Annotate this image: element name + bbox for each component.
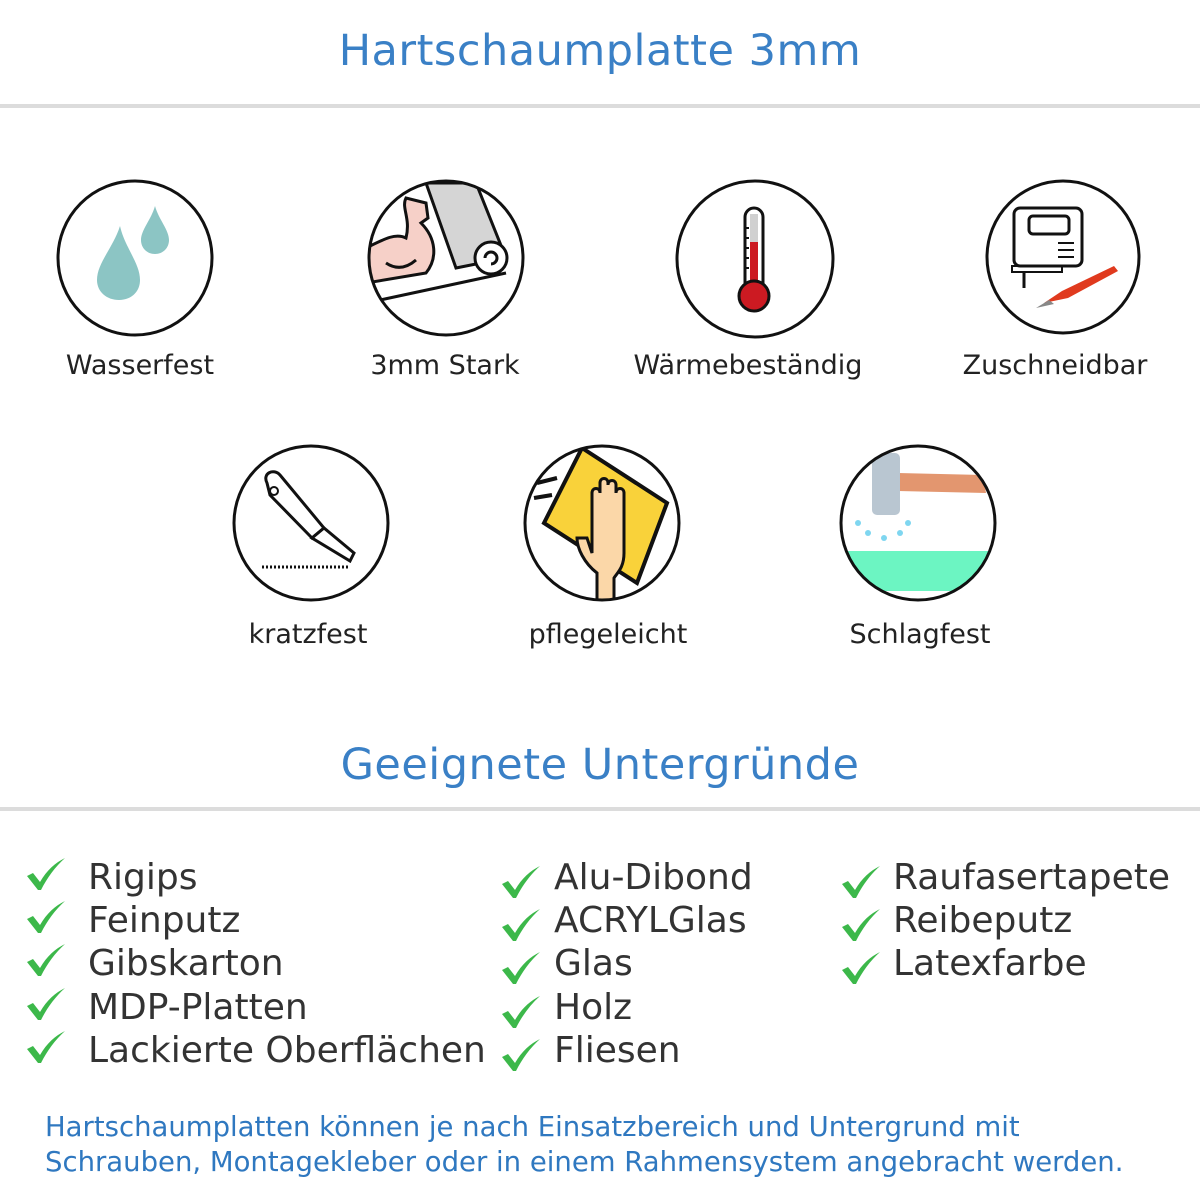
check-icon: [27, 944, 65, 976]
surface-item: Alu-Dibond: [554, 857, 753, 898]
check-icon: [502, 996, 540, 1028]
surface-item: Raufasertapete: [893, 857, 1170, 898]
check-icon: [502, 866, 540, 898]
surface-item: MDP-Platten: [88, 987, 308, 1028]
feature-label-schlagfest: Schlagfest: [849, 619, 991, 650]
surface-item: Feinputz: [88, 900, 241, 941]
hammer-icon: [839, 444, 997, 602]
thermometer-icon: [675, 179, 835, 339]
water-drops-icon: [56, 179, 214, 337]
feature-label-zuschneidbar: Zuschneidbar: [962, 350, 1148, 381]
surface-item: ACRYLGlas: [554, 900, 747, 941]
feature-label-pflegeleicht: pflegeleicht: [528, 619, 688, 650]
check-icon: [842, 866, 880, 898]
strong-arm-icon: [367, 179, 525, 337]
section-title-surfaces: Geeignete Untergründe: [340, 740, 860, 790]
feature-label-waermebestaendig: Wärmebeständig: [633, 350, 863, 381]
surface-item: Latexfarbe: [893, 943, 1087, 984]
note-line-2: Schrauben, Montagekleber oder in einem R…: [45, 1146, 1124, 1178]
check-icon: [502, 952, 540, 984]
divider: [0, 807, 1200, 811]
check-icon: [27, 1031, 65, 1063]
surface-item: Lackierte Oberflächen: [88, 1030, 486, 1071]
divider: [0, 104, 1200, 108]
check-icon: [842, 952, 880, 984]
surface-item: Holz: [554, 987, 632, 1028]
check-icon: [842, 909, 880, 941]
note-line-1: Hartschaumplatten können je nach Einsatz…: [45, 1111, 1020, 1143]
surface-item: Gibskarton: [88, 943, 284, 984]
check-icon: [27, 901, 65, 933]
check-icon: [502, 909, 540, 941]
surface-item: Glas: [554, 943, 633, 984]
surface-item: Rigips: [88, 857, 198, 898]
check-icon: [27, 858, 65, 890]
cleaning-hand-icon: [523, 444, 681, 602]
check-icon: [27, 988, 65, 1020]
page-title: Hartschaumplatte 3mm: [338, 26, 862, 76]
feature-label-3mm-stark: 3mm Stark: [370, 350, 520, 381]
cutter-knife-icon: [232, 444, 390, 602]
check-icon: [502, 1039, 540, 1071]
surface-item: Reibeputz: [893, 900, 1073, 941]
feature-label-wasserfest: Wasserfest: [65, 350, 215, 381]
feature-label-kratzfest: kratzfest: [248, 619, 368, 650]
surface-item: Fliesen: [554, 1030, 681, 1071]
jigsaw-knife-icon: [985, 179, 1141, 335]
